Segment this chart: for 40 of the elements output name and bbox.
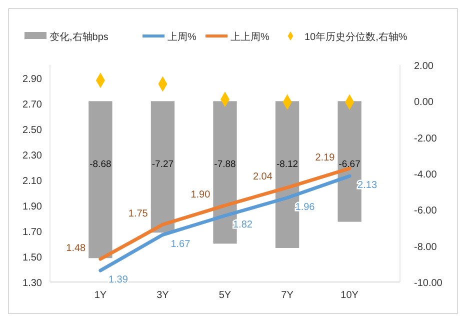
data-label: -6.67 xyxy=(338,159,360,170)
data-label: 1.90 xyxy=(190,189,211,200)
legend-label: 上周% xyxy=(168,31,196,43)
text: 1.90 xyxy=(22,201,42,212)
data-label: -8.12 xyxy=(276,159,298,170)
text: 1.70 xyxy=(22,226,42,238)
text: 1.30 xyxy=(22,278,42,289)
data-label: -7.88 xyxy=(214,159,236,170)
data-label: 1.67 xyxy=(170,238,191,250)
text: -6.00 xyxy=(414,206,437,217)
data-label: 1.96 xyxy=(295,202,316,213)
data-label: -8.68 xyxy=(90,159,112,170)
legend-label: 10年历史分位数,右轴% xyxy=(304,31,408,43)
data-label: 1.39 xyxy=(108,274,128,286)
data-label: -7.27 xyxy=(152,159,174,170)
x-tick-label: 5Y xyxy=(218,290,232,301)
text: 2.10 xyxy=(22,176,42,187)
text: 2.50 xyxy=(22,124,42,136)
x-tick-label: 7Y xyxy=(281,290,294,301)
text: -10.00 xyxy=(414,278,442,289)
data-label: 1.48 xyxy=(66,243,86,254)
text: 2.30 xyxy=(22,150,42,162)
legend-label: 变化,右轴bps xyxy=(50,31,108,43)
x-tick-label: 1Y xyxy=(94,290,107,301)
text: 1.50 xyxy=(22,252,42,264)
data-label: 1.82 xyxy=(233,220,253,231)
legend-label: 上上周% xyxy=(230,31,270,43)
x-tick-label: 10Y xyxy=(340,290,359,301)
x-tick-label: 3Y xyxy=(156,290,170,301)
text: 2.00 xyxy=(414,61,434,72)
text: 2.90 xyxy=(22,74,42,85)
data-label: 2.13 xyxy=(358,180,378,192)
data-label: 2.19 xyxy=(315,152,336,164)
text: -8.00 xyxy=(414,242,437,253)
text: -4.00 xyxy=(414,170,437,180)
text: 0.00 xyxy=(414,97,434,108)
data-label: 1.75 xyxy=(128,208,148,220)
data-label: 2.04 xyxy=(252,172,273,183)
text: -2.00 xyxy=(414,133,437,144)
text: 2.70 xyxy=(22,99,42,110)
